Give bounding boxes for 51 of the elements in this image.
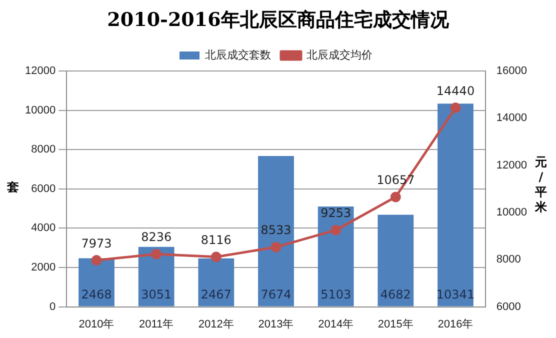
y-tick-label: 4000: [31, 222, 56, 234]
point: [210, 252, 222, 262]
x-tick-label: 2012年: [198, 318, 234, 330]
point: [91, 255, 102, 266]
point: [330, 224, 342, 236]
y2-tick-label: 16000: [496, 65, 528, 78]
y2-tick-label: 10000: [496, 206, 528, 219]
data-label: 10341: [436, 287, 475, 302]
data-label: 7973: [81, 236, 112, 250]
x-tick-label: 2010年: [78, 318, 114, 330]
bar: [378, 214, 414, 306]
bar: [198, 258, 234, 306]
bar: [138, 246, 174, 306]
y2-tick-label: 8000: [496, 254, 521, 266]
data-label: 5103: [320, 287, 352, 302]
data-label: 9253: [320, 206, 352, 220]
point: [270, 242, 282, 252]
data-label: 2467: [200, 287, 232, 302]
y-tick-label: 6000: [31, 182, 56, 195]
x-tick-label: 2011年: [139, 318, 174, 330]
point: [151, 248, 162, 260]
bar: [258, 156, 294, 306]
data-label: 8533: [260, 223, 292, 238]
y-tick-label: 0: [49, 300, 56, 313]
legend-label: 北辰成交均价: [306, 48, 372, 62]
y2-tick-label: 14000: [496, 112, 528, 124]
data-label: 7674: [260, 287, 292, 302]
point: [390, 192, 401, 202]
y-axis-title: 套: [6, 180, 20, 195]
legend-label: 北辰成交套数: [205, 48, 271, 62]
y2-tick-label: 12000: [496, 159, 528, 172]
y-tick-label: 8000: [31, 144, 56, 156]
y2-axis-title: 元/平米: [534, 155, 548, 215]
x-tick-label: 2016年: [438, 318, 474, 330]
y-tick-label: 10000: [24, 104, 56, 116]
x-tick-label: 2014年: [318, 318, 354, 330]
data-label: 2468: [81, 287, 112, 302]
x-tick-label: 2013年: [258, 318, 294, 330]
y2-tick-label: 6000: [496, 300, 521, 313]
data-label: 8116: [200, 233, 232, 248]
data-label: 3051: [141, 287, 172, 302]
y-tick-label: 2000: [31, 262, 56, 274]
chart-title: 2010-2016年北辰区商品住宅成交情况: [106, 8, 450, 33]
bar: [438, 104, 474, 306]
data-label: 8236: [141, 230, 172, 244]
point: [450, 102, 461, 114]
data-label: 4682: [380, 287, 411, 302]
bar: [318, 206, 354, 306]
x-tick-label: 2015年: [378, 318, 414, 330]
y-tick-label: 12000: [24, 65, 56, 78]
data-label: 14440: [436, 84, 475, 98]
